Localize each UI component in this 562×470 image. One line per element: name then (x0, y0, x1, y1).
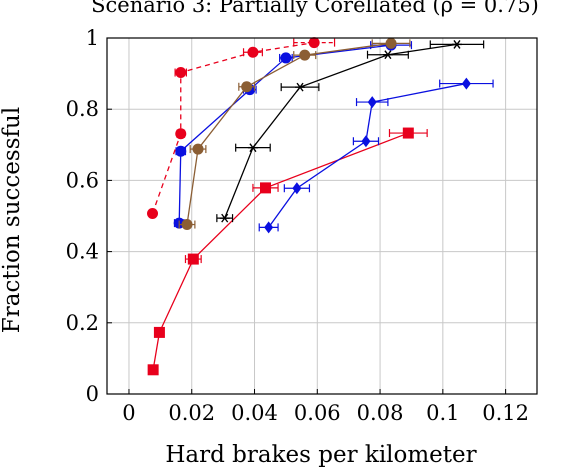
data-point-circle (175, 145, 187, 157)
data-point-circle (247, 46, 259, 58)
data-point-circle (280, 52, 292, 64)
data-point-star (451, 39, 462, 49)
x-tick-label: 0.08 (357, 401, 404, 425)
y-tick-label: 0.8 (66, 97, 99, 121)
y-tick-label: 0.2 (66, 311, 99, 335)
x-tick-label: 0.06 (294, 401, 341, 425)
data-point-square (260, 182, 272, 194)
plot-frame (106, 37, 538, 395)
data-point-star (219, 213, 230, 223)
data-point-square (147, 364, 159, 376)
grid (107, 37, 537, 395)
x-tick-label: 0.04 (231, 401, 278, 425)
data-point-circle (192, 143, 204, 155)
x-tick-label: 0.1 (426, 401, 459, 425)
data-point-circle (147, 208, 159, 220)
y-tick-label: 0 (86, 382, 99, 406)
data-point-diamond (361, 135, 371, 148)
series-line (178, 44, 392, 224)
series-line (224, 43, 458, 219)
data-point-diamond (264, 221, 274, 234)
data-point-circle (308, 37, 320, 49)
series-3 (216, 39, 485, 223)
data-point-diamond (292, 182, 302, 195)
series-layer (147, 37, 494, 376)
chart-title: Scenario 3: Partially Corellated (ρ = 0.… (91, 0, 539, 17)
y-axis-label: Fraction successful (0, 107, 25, 333)
data-point-diamond (461, 77, 471, 90)
data-point-square (153, 326, 165, 338)
data-point-star (382, 50, 393, 60)
data-point-star (295, 82, 306, 92)
data-point-circle (385, 37, 397, 49)
y-tick-label: 1 (86, 26, 99, 50)
data-point-square (187, 253, 199, 265)
error-bar (293, 38, 336, 47)
x-tick-label: 0.02 (168, 401, 215, 425)
data-point-star (247, 143, 258, 153)
data-point-circle (299, 49, 311, 61)
series-line (186, 42, 392, 225)
data-point-square (402, 127, 414, 139)
y-tick-label: 0.6 (66, 168, 99, 192)
data-point-circle (175, 128, 187, 140)
series-line (268, 82, 467, 228)
data-point-circle (241, 81, 253, 93)
data-point-circle (181, 219, 193, 231)
x-axis-label: Hard brakes per kilometer (165, 442, 476, 468)
tick-labels: 0 0.02 0.04 0.06 0.08 0.1 0.12 0 0.2 0.4 0.6 0.8 1 (66, 26, 529, 425)
series-1 (147, 127, 428, 376)
series-2 (258, 77, 494, 234)
data-point-diamond (367, 96, 377, 109)
y-tick-label: 0.4 (66, 240, 99, 264)
data-point-circle (175, 67, 187, 79)
series-6 (147, 37, 336, 220)
x-tick-label: 0.12 (482, 401, 529, 425)
x-tick-label: 0 (122, 401, 135, 425)
series-5 (178, 37, 411, 231)
